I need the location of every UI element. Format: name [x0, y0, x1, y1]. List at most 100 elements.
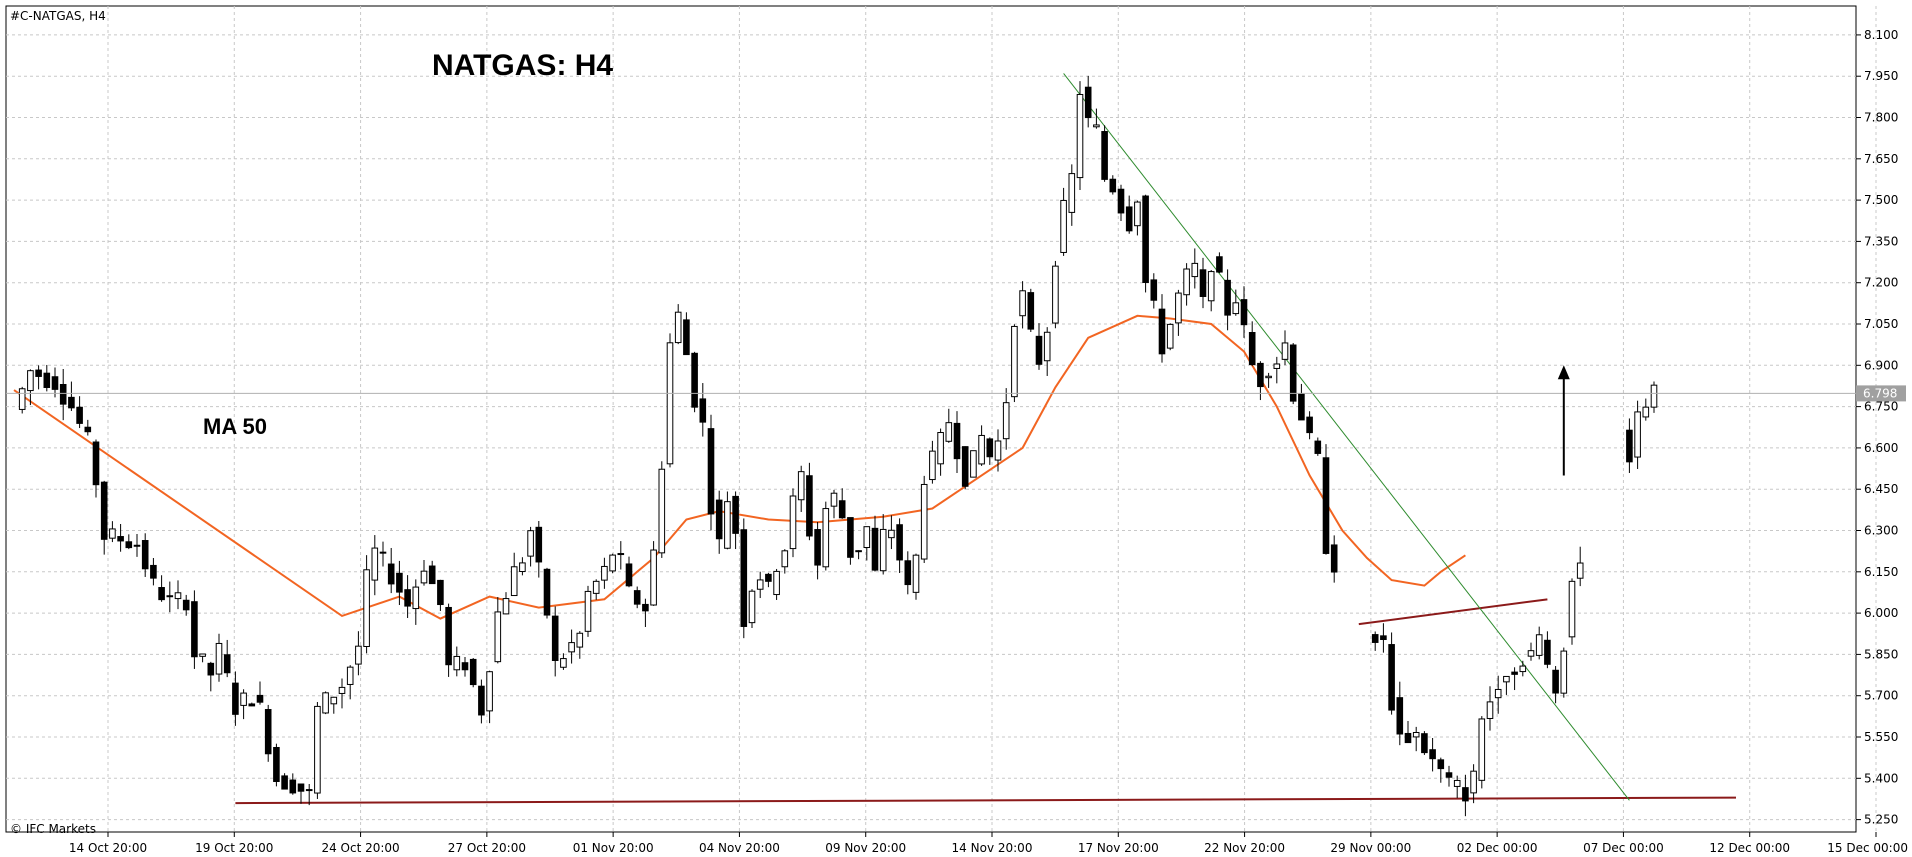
candle-down — [166, 595, 174, 598]
candle-up — [863, 526, 871, 548]
candle-down — [396, 572, 403, 593]
candle-down — [1511, 671, 1518, 675]
candle-down — [297, 783, 305, 792]
y-tick-label: 7.950 — [1864, 69, 1898, 83]
candle-up — [756, 579, 764, 590]
candle-up — [912, 554, 920, 593]
x-tick-label: 27 Oct 20:00 — [448, 841, 526, 855]
candle-down — [1396, 697, 1404, 735]
candle-down — [133, 544, 141, 547]
candle-down — [469, 658, 477, 686]
candle-up — [322, 692, 329, 714]
candle-down — [1125, 206, 1133, 232]
candle-up — [937, 432, 944, 465]
candle-down — [683, 319, 690, 356]
x-tick-label: 01 Nov 20:00 — [573, 841, 654, 855]
x-axis: 14 Oct 20:00 19 Oct 20:00 24 Oct 20:00 27 O… — [69, 832, 1908, 855]
candle-up — [666, 342, 674, 465]
candle-down — [248, 703, 256, 707]
x-tick-label: 24 Oct 20:00 — [321, 841, 399, 855]
candle-down — [76, 406, 83, 424]
candle-down — [961, 446, 969, 487]
candle-up — [1052, 265, 1059, 324]
ma-annotation: MA 50 — [203, 414, 267, 439]
x-tick-label: 29 Nov 00:00 — [1330, 841, 1411, 855]
candle-up — [1478, 718, 1486, 781]
candle-up — [355, 645, 362, 665]
candle-down — [273, 746, 280, 782]
neckline-line — [1358, 598, 1548, 626]
candle-up — [1634, 411, 1641, 458]
x-tick-label: 09 Nov 20:00 — [825, 841, 906, 855]
candle-up — [1166, 323, 1174, 349]
candle-down — [847, 517, 854, 558]
candle-down — [223, 654, 231, 674]
y-tick-label: 6.600 — [1864, 441, 1898, 455]
x-tick-label: 15 Dec 00:00 — [1827, 841, 1908, 855]
candle-down — [633, 590, 641, 605]
candle-up — [609, 554, 616, 572]
candle-up — [314, 705, 321, 794]
plot-area — [5, 5, 1857, 833]
candle-down — [1084, 86, 1092, 119]
candle-down — [51, 376, 59, 390]
candle-up — [1076, 93, 1084, 179]
candle-down — [535, 526, 543, 563]
x-tick-label: 17 Nov 20:00 — [1078, 841, 1159, 855]
candle-down — [158, 587, 165, 601]
x-tick-label: 22 Nov 20:00 — [1204, 841, 1285, 855]
candle-down — [740, 529, 748, 627]
candle-up — [215, 642, 223, 675]
candle-down — [896, 524, 903, 561]
candle-down — [1429, 749, 1436, 760]
current-price-label: 6.798 — [1863, 386, 1897, 400]
y-tick-label: 6.000 — [1864, 606, 1898, 620]
candle-up — [1568, 580, 1576, 638]
candle-down — [1101, 131, 1108, 180]
candle-up — [1642, 406, 1650, 418]
candle-up — [27, 370, 34, 392]
candle-down — [1404, 732, 1412, 744]
candle-down — [543, 568, 551, 616]
candle-down — [1306, 416, 1313, 434]
candle-down — [1322, 457, 1330, 554]
candle-down — [715, 499, 723, 540]
candle-down — [379, 551, 387, 554]
candle-down — [1445, 772, 1453, 778]
candle-up — [510, 566, 518, 597]
symbol-label: #C-NATGAS, H4 — [10, 9, 106, 23]
candle-up — [994, 440, 1002, 461]
candle-down — [1626, 429, 1633, 463]
candle-down — [871, 527, 879, 571]
candle-down — [1298, 393, 1305, 421]
candle-down — [1224, 279, 1231, 316]
candle-down — [1142, 195, 1149, 283]
candle-down — [642, 603, 649, 612]
candle-up — [568, 642, 575, 653]
y-tick-label: 7.200 — [1864, 276, 1898, 290]
candle-up — [527, 530, 534, 557]
candle-up — [519, 562, 526, 573]
candle-up — [338, 686, 346, 694]
candle-up — [1486, 701, 1494, 719]
candle-down — [478, 685, 485, 716]
candle-down — [43, 372, 51, 388]
candle-down — [617, 553, 625, 556]
candle-up — [797, 471, 805, 501]
overlay: 6.798 — [6, 365, 1906, 476]
candle-down — [428, 565, 436, 585]
trendline-line — [1063, 73, 1630, 801]
y-tick-label: 5.250 — [1864, 813, 1898, 827]
candle-down — [1462, 787, 1469, 802]
candle-up — [789, 495, 797, 550]
y-tick-label: 6.900 — [1864, 358, 1898, 372]
candle-up — [1576, 562, 1584, 579]
candle-up — [502, 598, 510, 615]
y-tick-label: 7.650 — [1864, 152, 1898, 166]
candle-down — [1371, 634, 1379, 643]
candle-up — [1043, 331, 1051, 362]
candle-up — [1453, 779, 1461, 787]
y-tick-label: 6.750 — [1864, 400, 1898, 414]
candle-up — [601, 565, 608, 581]
